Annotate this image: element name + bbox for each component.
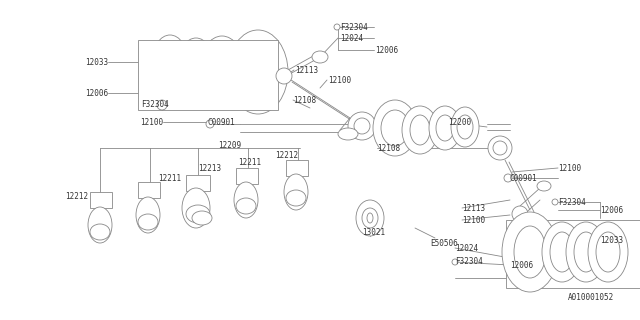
Text: 12213: 12213	[198, 164, 221, 172]
Bar	[138, 182, 160, 198]
Bar	[506, 220, 640, 288]
Ellipse shape	[596, 232, 620, 272]
Text: 12113: 12113	[295, 66, 318, 75]
Text: 12100: 12100	[462, 215, 485, 225]
Ellipse shape	[178, 38, 214, 92]
Text: 12211: 12211	[238, 157, 261, 166]
Ellipse shape	[182, 188, 210, 228]
Ellipse shape	[284, 174, 308, 210]
Ellipse shape	[542, 222, 582, 282]
Ellipse shape	[451, 107, 479, 147]
Ellipse shape	[236, 198, 256, 214]
Ellipse shape	[286, 190, 306, 206]
Ellipse shape	[228, 30, 288, 114]
Ellipse shape	[186, 47, 206, 83]
Bar	[236, 168, 258, 184]
Text: 12024: 12024	[455, 244, 478, 252]
Text: F32304: F32304	[141, 100, 169, 108]
Ellipse shape	[436, 115, 454, 141]
Ellipse shape	[186, 205, 210, 223]
Ellipse shape	[200, 36, 244, 100]
Ellipse shape	[90, 224, 110, 240]
Ellipse shape	[512, 206, 528, 222]
Ellipse shape	[348, 112, 376, 140]
Ellipse shape	[206, 120, 214, 128]
Text: F32304: F32304	[340, 22, 368, 31]
Ellipse shape	[334, 24, 340, 30]
Ellipse shape	[514, 226, 546, 278]
Ellipse shape	[234, 182, 258, 218]
Text: 12100: 12100	[558, 164, 581, 172]
Ellipse shape	[240, 44, 276, 100]
Ellipse shape	[157, 100, 167, 110]
Text: C00901: C00901	[208, 117, 236, 126]
Ellipse shape	[276, 68, 292, 84]
Ellipse shape	[566, 222, 606, 282]
Ellipse shape	[338, 128, 358, 140]
Ellipse shape	[550, 232, 574, 272]
Ellipse shape	[356, 200, 384, 236]
Text: 12006: 12006	[600, 205, 623, 214]
Text: 12024: 12024	[340, 34, 363, 43]
Ellipse shape	[502, 212, 558, 292]
Text: 12033: 12033	[600, 236, 623, 244]
Ellipse shape	[136, 197, 160, 233]
Text: A010001052: A010001052	[568, 293, 614, 302]
Text: 12212: 12212	[65, 191, 88, 201]
Text: F32304: F32304	[455, 258, 483, 267]
Ellipse shape	[574, 232, 598, 272]
Ellipse shape	[452, 259, 458, 265]
Ellipse shape	[381, 110, 409, 146]
Ellipse shape	[552, 199, 558, 205]
Ellipse shape	[402, 106, 438, 154]
Ellipse shape	[429, 106, 461, 150]
Ellipse shape	[138, 214, 158, 230]
Ellipse shape	[504, 174, 512, 182]
Bar	[286, 160, 308, 176]
Text: 12113: 12113	[462, 204, 485, 212]
Ellipse shape	[373, 100, 417, 156]
Text: 12108: 12108	[377, 143, 400, 153]
Ellipse shape	[493, 141, 507, 155]
Ellipse shape	[354, 118, 370, 134]
Bar	[186, 175, 210, 191]
Text: F32304: F32304	[558, 197, 586, 206]
Text: 12006: 12006	[85, 89, 108, 98]
Ellipse shape	[160, 44, 180, 80]
Ellipse shape	[488, 136, 512, 160]
Text: 12200: 12200	[448, 117, 471, 126]
Bar	[90, 192, 112, 208]
Ellipse shape	[588, 222, 628, 282]
Ellipse shape	[410, 115, 430, 145]
Ellipse shape	[362, 208, 378, 228]
Text: 12211: 12211	[158, 173, 181, 182]
Text: 12033: 12033	[85, 58, 108, 67]
Text: C00901: C00901	[510, 173, 538, 182]
Text: E50506: E50506	[430, 238, 458, 247]
Ellipse shape	[88, 207, 112, 243]
Text: 12108: 12108	[293, 95, 316, 105]
Ellipse shape	[152, 35, 188, 89]
Ellipse shape	[312, 51, 328, 63]
Ellipse shape	[209, 46, 235, 90]
Ellipse shape	[367, 213, 373, 223]
Ellipse shape	[192, 211, 212, 225]
Ellipse shape	[457, 115, 473, 139]
Text: 13021: 13021	[362, 228, 385, 236]
Text: 12006: 12006	[510, 260, 533, 269]
Ellipse shape	[537, 181, 551, 191]
Bar	[138, 40, 278, 110]
Text: 12006: 12006	[375, 45, 398, 54]
Text: 12100: 12100	[140, 117, 163, 126]
Text: 12209: 12209	[218, 140, 241, 149]
Text: 12100: 12100	[328, 76, 351, 84]
Text: 12212: 12212	[275, 150, 298, 159]
